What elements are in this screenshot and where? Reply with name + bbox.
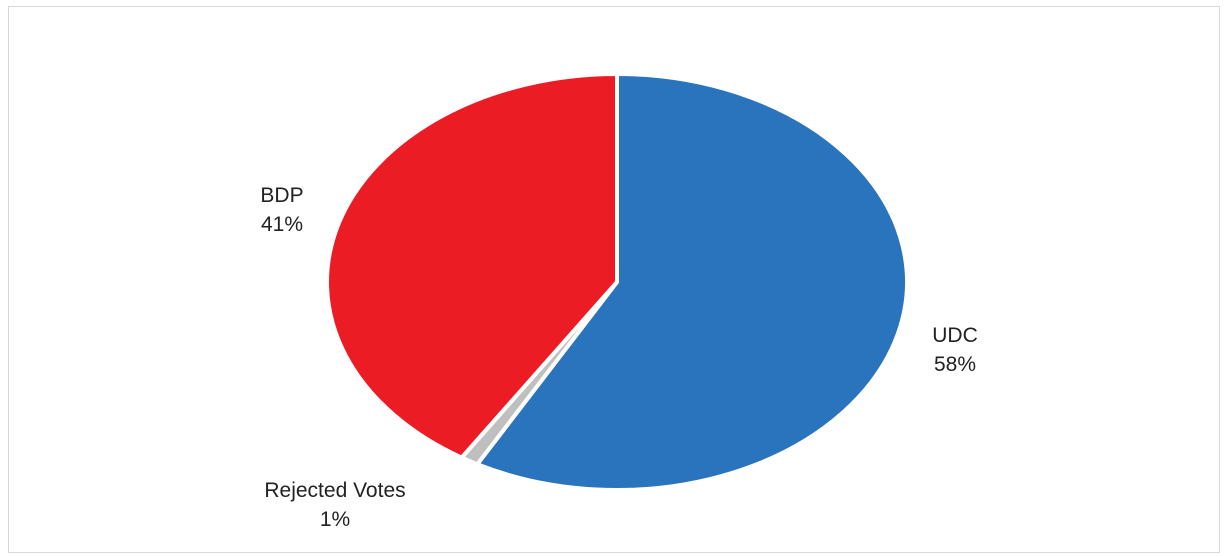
data-label-udc-value: 58% [934,353,976,376]
data-label-rejected-votes-value: 1% [320,508,350,531]
pie-slice-udc [475,72,909,492]
pie-slice-bdp [325,72,619,460]
pie-slices [325,72,909,492]
data-label-bdp-name: BDP [260,184,303,207]
data-label-bdp-value: 41% [261,213,303,236]
data-label-udc-name: UDC [932,324,978,347]
pie-labels: UDC 58% Rejected Votes 1% BDP 41% [260,184,977,531]
data-label-rejected-votes-name: Rejected Votes [264,479,405,502]
